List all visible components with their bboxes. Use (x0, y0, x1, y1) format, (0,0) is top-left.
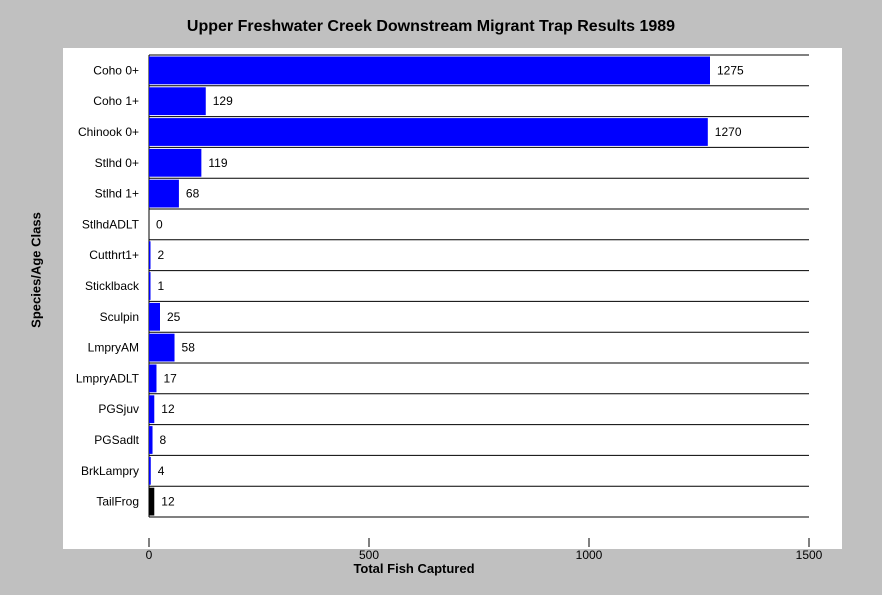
value-label: 2 (158, 248, 165, 262)
bar (149, 148, 202, 177)
value-label: 12 (161, 495, 175, 509)
value-label: 68 (186, 187, 200, 201)
bar (149, 364, 157, 393)
bar (149, 395, 155, 424)
bar (149, 241, 151, 270)
category-label: PGSadlt (94, 433, 139, 447)
bar (149, 272, 151, 300)
category-label: LmpryAM (88, 341, 139, 355)
category-label: Coho 0+ (93, 63, 139, 77)
category-label: StlhdADLT (82, 217, 140, 231)
category-label: Cutthrt1+ (89, 248, 139, 262)
category-label: TailFrog (96, 495, 139, 509)
bar (149, 333, 175, 362)
bar (149, 302, 160, 331)
category-label: BrkLampry (81, 464, 139, 478)
value-label: 58 (182, 341, 196, 355)
bar (149, 179, 179, 208)
value-label: 1275 (717, 63, 744, 77)
bar (149, 56, 710, 85)
category-label: Sculpin (100, 310, 139, 324)
bar (149, 456, 151, 485)
x-tick-label: 1500 (796, 548, 823, 562)
value-label: 25 (167, 310, 181, 324)
value-label: 12 (161, 402, 175, 416)
x-axis-title: Total Fish Captured (353, 561, 475, 576)
chart-title: Upper Freshwater Creek Downstream Migran… (186, 18, 676, 35)
x-tick-label: 1000 (576, 548, 603, 562)
value-label: 119 (208, 156, 227, 170)
category-label: PGSjuv (98, 402, 139, 416)
value-label: 1 (158, 279, 165, 293)
value-label: 1270 (715, 125, 742, 139)
value-label: 129 (213, 94, 233, 108)
x-tick-label: 500 (359, 548, 379, 562)
bar (149, 426, 153, 454)
category-label: Stlhd 1+ (95, 187, 139, 201)
category-label: Coho 1+ (93, 94, 139, 108)
category-label: Chinook 0+ (78, 125, 139, 139)
bar (149, 118, 708, 146)
bar (149, 487, 155, 516)
bar (149, 87, 206, 116)
category-label: Sticklback (85, 279, 140, 293)
value-label: 17 (163, 371, 177, 385)
value-label: 8 (160, 433, 167, 447)
x-tick-label: 0 (146, 548, 153, 562)
value-label: 4 (158, 464, 165, 478)
category-label: Stlhd 0+ (95, 156, 139, 170)
category-label: LmpryADLT (76, 371, 140, 385)
value-label: 0 (156, 217, 163, 231)
